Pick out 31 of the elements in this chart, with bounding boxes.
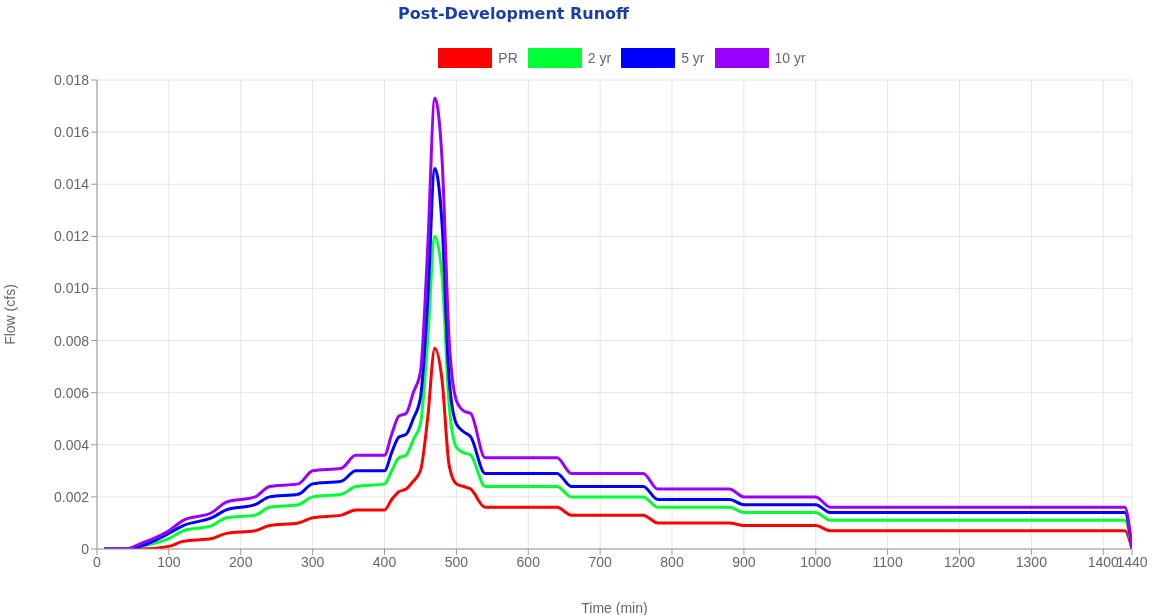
- x-tick-label: 800: [660, 553, 684, 570]
- x-tick-label: 1200: [943, 553, 976, 570]
- y-tick-label: 0.010: [53, 280, 90, 297]
- y-tick-label: 0.004: [53, 436, 90, 453]
- y-tick-label: 0.016: [53, 124, 90, 141]
- y-tick-label: 0.008: [53, 332, 90, 349]
- x-tick-label: 1300: [1015, 553, 1048, 570]
- y-tick-label: 0.014: [53, 176, 90, 193]
- legend-label: 5 yr: [681, 50, 705, 66]
- x-tick-label: 100: [157, 553, 181, 570]
- legend-label: 10 yr: [774, 50, 806, 66]
- x-tick-label: 900: [732, 553, 756, 570]
- x-tick-label: 700: [588, 553, 613, 570]
- y-tick-label: 0.006: [53, 384, 90, 401]
- y-tick-label: 0.018: [53, 71, 90, 88]
- x-tick-label: 600: [516, 553, 541, 570]
- chart-title: Post-Development Runoff: [398, 4, 630, 23]
- x-tick-label: 300: [300, 553, 325, 570]
- y-tick-label: 0: [81, 540, 90, 557]
- x-tick-label: 1100: [872, 553, 903, 570]
- legend-label: 2 yr: [587, 50, 612, 66]
- x-tick-label: 1000: [800, 553, 832, 570]
- x-tick-label: 0: [93, 553, 102, 570]
- y-tick-label: 0.012: [53, 228, 90, 245]
- x-axis-title: Time (min): [581, 600, 648, 615]
- legend-label: PR: [498, 50, 518, 66]
- x-tick-label: 200: [229, 553, 253, 570]
- y-axis-title: Flow (cfs): [1, 284, 18, 345]
- x-tick-label: 400: [372, 553, 397, 570]
- x-tick-label: 500: [444, 553, 469, 570]
- y-tick-label: 0.002: [53, 488, 90, 505]
